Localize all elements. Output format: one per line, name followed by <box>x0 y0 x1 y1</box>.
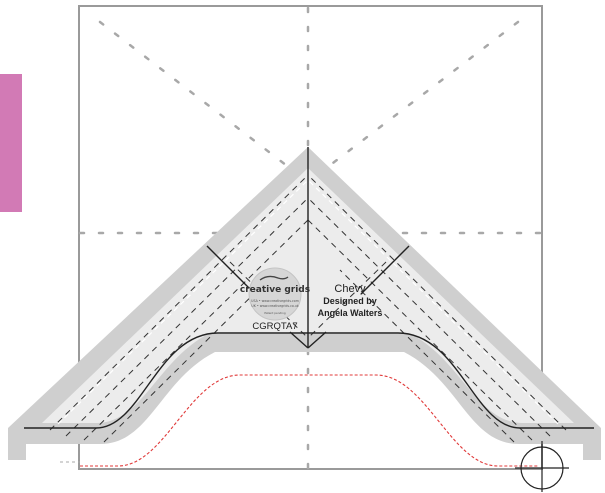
stitch-line <box>80 374 538 467</box>
logo-patent-text: Patent pending <box>264 311 285 315</box>
logo-fine-print-1: USA • www.creativegrids.com <box>251 299 299 303</box>
logo-fine-print-2: UK • www.creativegrids.co.uk <box>251 304 298 308</box>
logo-brand-text: creative grids <box>240 285 310 295</box>
pink-side-tab <box>0 74 22 212</box>
ruler-white-guides <box>57 179 559 425</box>
square-frame <box>78 5 543 470</box>
crosshair-circle-icon <box>515 441 569 492</box>
designer-line-1: Designed by <box>323 296 377 306</box>
product-code: CGRQTA7 <box>252 321 297 332</box>
diagonal-ticks <box>206 245 410 295</box>
creative-grids-logo: creative grids USA • www.creativegrids.c… <box>240 267 310 321</box>
designer-line-2: Angela Walters <box>318 308 383 318</box>
ruler-name: Chevy <box>334 283 366 295</box>
center-marks <box>289 147 327 349</box>
